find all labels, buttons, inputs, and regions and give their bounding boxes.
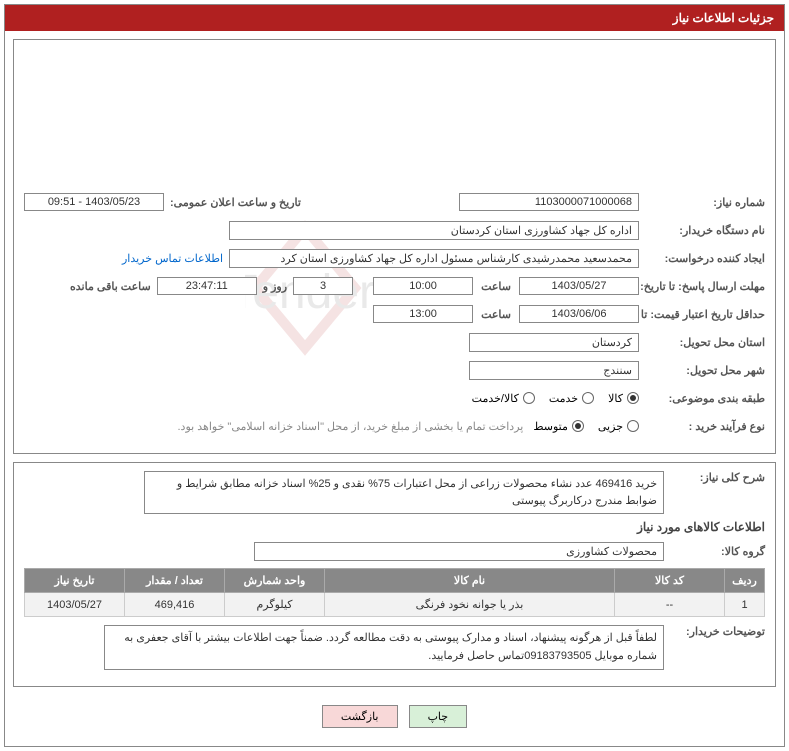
buyer-org-label: نام دستگاه خریدار: [645, 224, 765, 237]
countdown-value: 23:47:11 [157, 277, 257, 295]
th-row: ردیف [725, 569, 765, 593]
radio-both[interactable]: کالا/خدمت [472, 392, 535, 405]
th-code: کد کالا [615, 569, 725, 593]
desc-fieldset: شرح کلی نیاز: خرید 469416 عدد نشاء محصول… [13, 462, 776, 687]
cell-name: بذر یا جوانه نخود فرنگی [325, 593, 615, 617]
radio-partial[interactable]: جزیی [598, 420, 639, 433]
category-radio-group: کالا خدمت کالا/خدمت [472, 392, 639, 405]
announce-value: 1403/05/23 - 09:51 [24, 193, 164, 211]
panel-title: جزئیات اطلاعات نیاز [5, 5, 784, 31]
days-and-label: روز و [263, 280, 287, 293]
validity-time-label: ساعت [481, 308, 511, 321]
requester-label: ایجاد کننده درخواست: [645, 252, 765, 265]
summary-value: خرید 469416 عدد نشاء محصولات زراعی از مح… [144, 471, 664, 514]
req-no-label: شماره نیاز: [645, 196, 765, 209]
radio-both-icon [523, 392, 535, 404]
th-date: تاریخ نیاز [25, 569, 125, 593]
button-bar: چاپ بازگشت [13, 695, 776, 738]
city-value: سنندج [469, 361, 639, 380]
radio-medium-label: متوسط [533, 420, 568, 433]
main-panel: جزئیات اطلاعات نیاز AriaTender شماره نیا… [4, 4, 785, 747]
process-label: نوع فرآیند خرید : [645, 420, 765, 433]
reply-time-label: ساعت [481, 280, 511, 293]
group-label: گروه کالا: [670, 545, 765, 558]
radio-partial-icon [627, 420, 639, 432]
reply-date-value: 1403/05/27 [519, 277, 639, 295]
cell-qty: 469,416 [125, 593, 225, 617]
province-label: استان محل تحویل: [645, 336, 765, 349]
radio-service-label: خدمت [549, 392, 578, 405]
radio-service-icon [582, 392, 594, 404]
process-note: پرداخت تمام یا بخشی از مبلغ خرید، از محل… [178, 420, 524, 433]
reply-time-value: 10:00 [373, 277, 473, 295]
th-name: نام کالا [325, 569, 615, 593]
goods-table: ردیف کد کالا نام کالا واحد شمارش تعداد /… [24, 568, 765, 617]
req-no-value: 1103000071000068 [459, 193, 639, 211]
radio-medium-icon [572, 420, 584, 432]
cell-unit: کیلوگرم [225, 593, 325, 617]
city-label: شهر محل تحویل: [645, 364, 765, 377]
buyer-org-value: اداره کل جهاد کشاورزی استان کردستان [229, 221, 639, 240]
th-unit: واحد شمارش [225, 569, 325, 593]
cell-code: -- [615, 593, 725, 617]
validity-time-value: 13:00 [373, 305, 473, 323]
radio-partial-label: جزیی [598, 420, 623, 433]
announce-label: تاریخ و ساعت اعلان عمومی: [170, 196, 301, 209]
radio-goods-icon [627, 392, 639, 404]
buyer-note-label: توضیحات خریدار: [670, 625, 765, 638]
radio-medium[interactable]: متوسط [533, 420, 584, 433]
cell-date: 1403/05/27 [25, 593, 125, 617]
table-row: 1 -- بذر یا جوانه نخود فرنگی کیلوگرم 469… [25, 593, 765, 617]
radio-goods[interactable]: کالا [608, 392, 639, 405]
validity-date-value: 1403/06/06 [519, 305, 639, 323]
validity-label: حداقل تاریخ اعتبار قیمت: تا تاریخ: [645, 308, 765, 321]
th-qty: تعداد / مقدار [125, 569, 225, 593]
reply-deadline-label: مهلت ارسال پاسخ: تا تاریخ: [645, 280, 765, 293]
buyer-note-value: لطفاً قبل از هرگونه پیشنهاد، اسناد و مدا… [104, 625, 664, 670]
days-value: 3 [293, 277, 353, 295]
radio-goods-label: کالا [608, 392, 623, 405]
goods-info-title: اطلاعات کالاهای مورد نیاز [24, 520, 765, 534]
radio-both-label: کالا/خدمت [472, 392, 519, 405]
main-fieldset: AriaTender شماره نیاز: 1103000071000068 … [13, 39, 776, 454]
process-radio-group: جزیی متوسط [533, 420, 639, 433]
print-button[interactable]: چاپ [409, 705, 468, 728]
cell-idx: 1 [725, 593, 765, 617]
radio-service[interactable]: خدمت [549, 392, 594, 405]
summary-label: شرح کلی نیاز: [670, 471, 765, 484]
category-label: طبقه بندی موضوعی: [645, 392, 765, 405]
group-value: محصولات کشاورزی [254, 542, 664, 561]
back-button[interactable]: بازگشت [322, 705, 398, 728]
contact-link[interactable]: اطلاعات تماس خریدار [122, 252, 223, 265]
province-value: کردستان [469, 333, 639, 352]
remaining-label: ساعت باقی مانده [70, 280, 151, 293]
requester-value: محمدسعید محمدرشیدی کارشناس مسئول اداره ک… [229, 249, 639, 268]
